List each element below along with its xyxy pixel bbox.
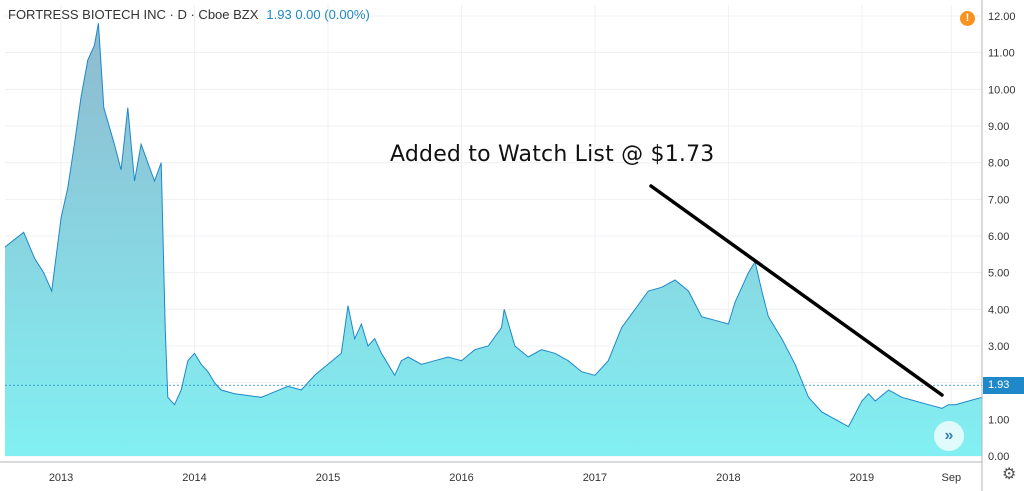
y-tick-label: 6.00 <box>988 231 1009 243</box>
y-tick-label: 5.00 <box>988 268 1009 280</box>
y-tick-label: 4.00 <box>988 304 1009 316</box>
x-tick-label: 2019 <box>850 472 874 484</box>
annotation-arrow <box>649 184 944 397</box>
y-tick-label: 3.00 <box>988 341 1009 353</box>
symbol-line: FORTRESS BIOTECH INC · D · Cboe BZX <box>8 7 259 22</box>
gear-icon[interactable]: ⚙ <box>1002 466 1017 483</box>
x-tick-label: 2018 <box>716 472 740 484</box>
alert-icon[interactable]: ! <box>960 11 975 26</box>
y-tick-label: 7.00 <box>988 194 1009 206</box>
last-price-tag: 1.93 <box>983 377 1024 394</box>
y-tick-label: 10.00 <box>988 84 1016 96</box>
x-tick-label: 2014 <box>182 472 206 484</box>
x-tick-label: Sep <box>942 472 962 484</box>
y-tick-label: 12.00 <box>988 11 1016 23</box>
price-line-text: 1.93 0.00 (0.00%) <box>266 7 370 22</box>
price-area <box>5 23 982 457</box>
annotation-text: Added to Watch List @ $1.73 <box>390 142 715 167</box>
y-tick-label: 1.00 <box>988 414 1009 426</box>
y-tick-label: 9.00 <box>988 121 1009 133</box>
y-tick-label: 0.00 <box>988 451 1009 463</box>
x-tick-label: 2015 <box>316 472 340 484</box>
chart-header: FORTRESS BIOTECH INC · D · Cboe BZX 1.93 … <box>8 7 370 22</box>
x-tick-label: 2017 <box>583 472 607 484</box>
x-tick-label: 2013 <box>49 472 73 484</box>
price-line <box>4 23 983 428</box>
y-tick-label: 8.00 <box>988 158 1009 170</box>
scroll-right-icon[interactable]: » <box>934 421 964 451</box>
y-tick-label: 11.00 <box>988 48 1015 60</box>
x-tick-label: 2016 <box>449 472 473 484</box>
